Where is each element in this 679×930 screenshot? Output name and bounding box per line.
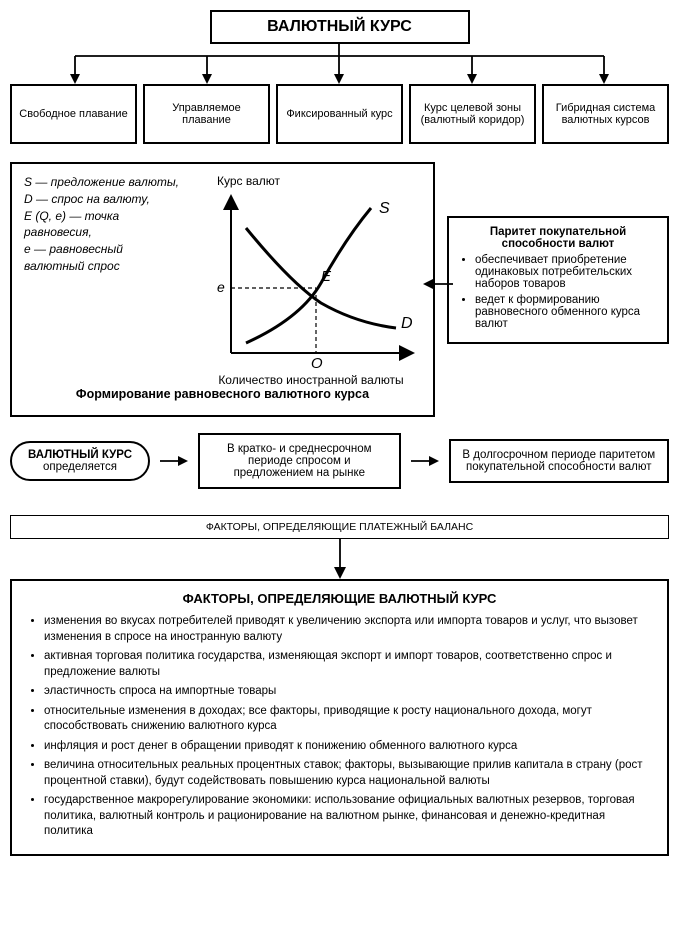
long-term-box: В долгосрочном периоде паритетом покупат… bbox=[449, 439, 669, 483]
factor-item: эластичность спроса на импортные товары bbox=[44, 684, 653, 700]
determined-pill: ВАЛЮТНЫЙ КУРС определяется bbox=[10, 441, 150, 481]
s-curve-label: S bbox=[379, 200, 390, 217]
type-label: Свободное плавание bbox=[19, 108, 127, 120]
factor-item: активная торговая политика государства, … bbox=[44, 649, 653, 680]
factor-item: изменения во вкусах потребителей приводя… bbox=[44, 614, 653, 645]
type-box-2: Фиксированный курс bbox=[276, 84, 403, 144]
type-box-1: Управляемое плавание bbox=[143, 84, 270, 144]
short-term-text: В кратко- и среднесрочном периоде спросо… bbox=[227, 443, 372, 479]
arrow-right-1 bbox=[160, 451, 188, 471]
ppp-header: Паритет покупательной способности валют bbox=[459, 226, 657, 250]
legend-d: D — спрос на валюту, bbox=[24, 191, 179, 208]
short-term-box: В кратко- и среднесрочном периоде спросо… bbox=[198, 433, 401, 489]
e-point-label: E bbox=[321, 268, 332, 285]
ppp-list: обеспечивает приобретение одинаковых пот… bbox=[459, 254, 657, 330]
determined-row: ВАЛЮТНЫЙ КУРС определяется В кратко- и с… bbox=[10, 433, 669, 489]
title-to-types-connector bbox=[10, 44, 669, 84]
q-label: Q bbox=[311, 355, 323, 368]
x-axis-label: Количество иностранной валюты bbox=[201, 373, 421, 387]
ppp-box: Паритет покупательной способности валют … bbox=[447, 216, 669, 344]
graph-caption: Формирование равновесного валютного курс… bbox=[24, 387, 421, 401]
balance-factors-box: ФАКТОРЫ, ОПРЕДЕЛЯЮЩИЕ ПЛАТЕЖНЫЙ БАЛАНС bbox=[10, 515, 669, 539]
graph-svg-wrap: Курс валют S D E e bbox=[201, 174, 421, 387]
ppp-item: обеспечивает приобретение одинаковых пот… bbox=[475, 254, 657, 290]
long-term-text: В долгосрочном периоде паритетом покупат… bbox=[462, 449, 655, 473]
type-label: Управляемое плавание bbox=[149, 102, 264, 126]
mid-row: S — предложение валюты, D — спрос на вал… bbox=[10, 162, 669, 417]
title-text: ВАЛЮТНЫЙ КУРС bbox=[267, 18, 412, 35]
type-label: Фиксированный курс bbox=[286, 108, 392, 120]
type-label: Гибридная система валютных курсов bbox=[548, 102, 663, 126]
d-curve-label: D bbox=[401, 315, 413, 332]
arrow-right-2 bbox=[411, 451, 439, 471]
title-box: ВАЛЮТНЫЙ КУРС bbox=[210, 10, 470, 44]
types-row: Свободное плавание Управляемое плавание … bbox=[10, 84, 669, 144]
ppp-column: Паритет покупательной способности валют … bbox=[447, 162, 669, 417]
balance-factors-text: ФАКТОРЫ, ОПРЕДЕЛЯЮЩИЕ ПЛАТЕЖНЫЙ БАЛАНС bbox=[206, 521, 473, 533]
e-y-label: e bbox=[217, 279, 225, 295]
type-box-4: Гибридная система валютных курсов bbox=[542, 84, 669, 144]
pill-bottom: определяется bbox=[22, 461, 138, 473]
factor-item: инфляция и рост денег в обращении привод… bbox=[44, 739, 653, 755]
graph-box: S — предложение валюты, D — спрос на вал… bbox=[10, 162, 435, 417]
factors-box: ФАКТОРЫ, ОПРЕДЕЛЯЮЩИЕ ВАЛЮТНЫЙ КУРС изме… bbox=[10, 579, 669, 856]
factor-item: величина относительных реальных процентн… bbox=[44, 758, 653, 789]
legend-epoint: E (Q, e) — точка равновесия, bbox=[24, 208, 179, 242]
factor-item: относительные изменения в доходах; все ф… bbox=[44, 704, 653, 735]
legend-s: S — предложение валюты, bbox=[24, 174, 179, 191]
legend-e: e — равновесный валютный спрос bbox=[24, 241, 179, 275]
ppp-to-graph-arrow bbox=[423, 274, 453, 294]
arrow-down bbox=[330, 539, 350, 579]
supply-demand-chart: S D E e Q bbox=[201, 188, 421, 368]
factors-header: ФАКТОРЫ, ОПРЕДЕЛЯЮЩИЕ ВАЛЮТНЫЙ КУРС bbox=[26, 591, 653, 606]
y-axis-label: Курс валют bbox=[217, 174, 421, 188]
type-label: Курс целевой зоны (валютный коридор) bbox=[415, 102, 530, 126]
type-box-0: Свободное плавание bbox=[10, 84, 137, 144]
factors-list: изменения во вкусах потребителей приводя… bbox=[26, 614, 653, 840]
ppp-item: ведет к формированию равновесного обменн… bbox=[475, 294, 657, 330]
connector-svg bbox=[10, 44, 669, 84]
type-box-3: Курс целевой зоны (валютный коридор) bbox=[409, 84, 536, 144]
graph-legend: S — предложение валюты, D — спрос на вал… bbox=[24, 174, 179, 275]
pill-top: ВАЛЮТНЫЙ КУРС bbox=[22, 449, 138, 461]
factor-item: государственное макрорегулирование эконо… bbox=[44, 793, 653, 840]
